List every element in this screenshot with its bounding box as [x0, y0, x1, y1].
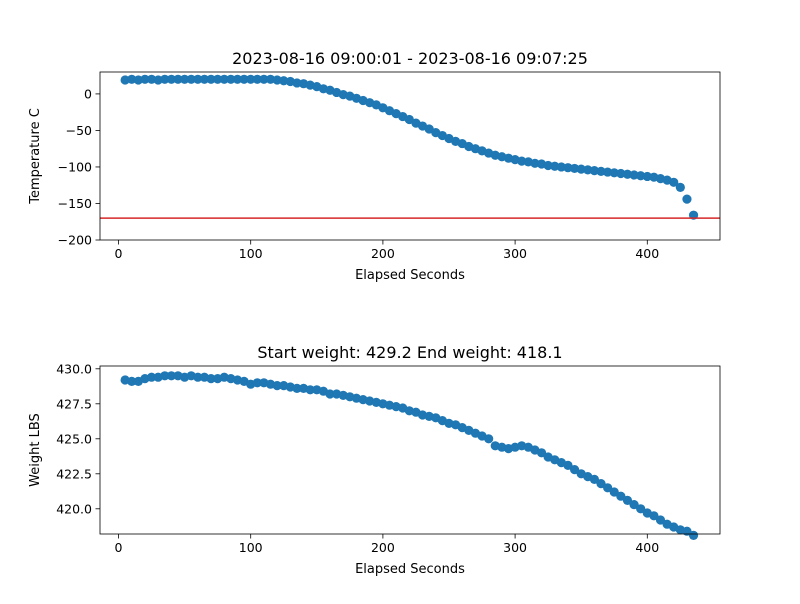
temperature-x-axis-label: Elapsed Seconds	[355, 268, 465, 283]
temperature-point	[675, 182, 685, 193]
temperature-plot-frame	[99, 71, 721, 241]
temperature-point	[160, 74, 170, 84]
weight-point	[563, 460, 573, 470]
temperature-y-ticks: −200 −150 −100 −50 0	[58, 86, 100, 248]
weight-point	[305, 385, 315, 395]
weight-point	[655, 515, 666, 525]
weight-point	[629, 500, 639, 510]
weight-y-tick-label: 427.5	[56, 396, 92, 411]
temperature-x-tick-label: 200	[371, 246, 395, 261]
weight-y-ticks: 420.0 422.5 425.0 427.5 430.0	[56, 361, 100, 516]
temperature-point	[199, 74, 210, 84]
weight-point	[636, 504, 646, 514]
temperature-x-tick-label: 400	[635, 246, 659, 261]
weight-point	[160, 371, 170, 381]
weight-point	[688, 530, 699, 541]
weight-x-tick-label: 300	[503, 540, 527, 555]
weight-point	[622, 495, 633, 505]
weight-point	[603, 483, 613, 493]
weight-chart: 0 100 200 300 400 420.0422.5425.0427.5430.0 …	[28, 343, 721, 577]
weight-x-tick-label: 0	[115, 540, 123, 555]
temperature-x-tick-label: 0	[115, 246, 123, 261]
weight-y-tick-label: 425.0	[56, 431, 92, 446]
weight-point	[206, 374, 216, 384]
weight-point	[193, 372, 203, 382]
weight-point	[536, 448, 547, 458]
weight-point	[325, 389, 335, 399]
temperature-point	[682, 194, 692, 204]
temperature-point	[213, 74, 223, 84]
temperature-point	[259, 74, 269, 84]
temperature-chart-title: 2023-08-16 09:00:01 - 2023-08-16 09:07:2…	[232, 49, 588, 68]
weight-y-axis-label: Weight LBS	[28, 413, 43, 487]
temperature-point	[140, 74, 150, 84]
temperature-y-tick-label: −150	[58, 196, 92, 211]
temperature-point	[206, 74, 216, 84]
temperature-point	[193, 74, 203, 84]
temperature-x-tick-label: 300	[503, 246, 527, 261]
temperature-x-ticks: 0 100 200 300 400	[115, 240, 659, 261]
weight-point	[649, 511, 659, 521]
weight-y-tick-label: 422.5	[56, 466, 92, 481]
temperature-y-tick-label: −200	[58, 233, 92, 248]
temperature-y-axis-label: Temperature C	[28, 108, 43, 205]
weight-x-tick-label: 400	[635, 540, 659, 555]
temperature-point	[226, 74, 236, 84]
weight-point	[127, 376, 137, 386]
weight-x-axis-label: Elapsed Seconds	[355, 562, 465, 577]
weight-point	[292, 383, 302, 393]
weight-x-tick-label: 100	[239, 540, 263, 555]
weight-chart-title: Start weight: 429.2 End weight: 418.1	[257, 343, 562, 362]
weight-point	[569, 465, 580, 475]
temperature-y-tick-label: −100	[58, 159, 92, 174]
weight-point	[484, 434, 494, 444]
temperature-point	[239, 74, 249, 84]
temperature-point	[219, 74, 229, 84]
weight-point	[596, 479, 606, 489]
temperature-point	[186, 74, 196, 84]
weight-y-tick-label: 420.0	[56, 501, 92, 516]
weight-x-tick-label: 200	[371, 540, 395, 555]
temperature-points	[120, 74, 699, 220]
temperature-y-tick-label: 0	[84, 86, 92, 101]
temperature-point	[246, 74, 256, 84]
weight-point	[272, 381, 282, 391]
temperature-point	[173, 74, 183, 84]
temperature-point	[232, 74, 243, 84]
weight-point	[616, 491, 626, 501]
weight-point	[589, 474, 600, 484]
weight-point	[609, 487, 619, 497]
weight-plot-frame	[99, 365, 721, 535]
temperature-chart: 0 100 200 300 400 −200 −150 −100 −50 0 2023-08-1…	[28, 49, 721, 283]
weight-point	[682, 526, 692, 536]
temperature-y-tick-label: −50	[66, 123, 92, 138]
weight-x-ticks: 0 100 200 300 400	[115, 534, 659, 555]
weight-y-tick-label: 430.0	[56, 361, 92, 376]
weight-point	[166, 371, 176, 381]
weight-point	[146, 372, 157, 382]
temperature-x-tick-label: 100	[239, 246, 263, 261]
weight-point	[252, 378, 262, 388]
weight-points	[120, 371, 699, 541]
temperature-point	[180, 74, 190, 84]
temperature-point	[252, 74, 262, 84]
temperature-point	[166, 74, 176, 84]
temperature-point	[669, 177, 679, 187]
